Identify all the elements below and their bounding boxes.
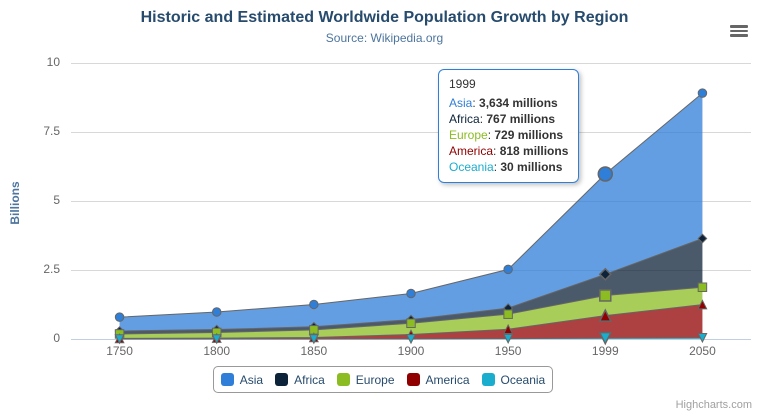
tooltip: 1999 Asia: 3,634 millions Africa: 767 mil… [438,69,580,183]
legend-label: America [425,372,470,387]
markers-asia [114,88,708,322]
point-marker-america[interactable] [503,323,514,335]
point-marker-america[interactable] [697,299,708,310]
hamburger-icon [730,25,748,28]
x-axis-label: 1800 [203,344,231,358]
legend-label: Europe [355,372,395,387]
tooltip-series-value: 818 millions [499,144,569,158]
area-america[interactable] [119,304,703,339]
tooltip-series-value: 767 millions [486,112,556,126]
tooltip-series-name: Africa [449,112,480,126]
tooltip-series-name: Asia [449,96,473,110]
x-axis-label: 2050 [689,344,716,358]
point-marker-asia[interactable] [406,288,416,299]
area-africa[interactable] [119,238,703,334]
tooltip-row: Africa: 767 millions [449,112,556,126]
x-axis-label: 1850 [300,344,328,358]
point-marker-asia[interactable] [697,88,708,98]
legend-item-america[interactable]: America [406,372,470,387]
point-marker-africa[interactable] [697,233,708,244]
x-axis-label: 1950 [494,344,522,358]
point-marker-asia[interactable] [309,299,319,310]
point-marker-oceania[interactable] [114,334,125,345]
legend-swatch [220,373,234,386]
chart-title: Historic and Estimated Worldwide Populat… [140,9,629,26]
legend-swatch [406,373,420,386]
x-axis-label: 1900 [397,344,425,358]
hamburger-icon [730,29,748,33]
legend-label: Oceania [500,372,546,387]
legend-swatch [336,373,350,386]
legend-item-europe[interactable]: Europe [336,372,395,387]
tooltip-row: Asia: 3,634 millions [449,96,558,110]
legend-item-asia[interactable]: Asia [220,372,264,387]
tooltip-series-value: 30 millions [500,160,563,174]
point-marker-oceania[interactable] [211,334,222,345]
point-marker-oceania[interactable] [405,334,417,345]
point-marker-europe[interactable] [503,309,513,319]
area-asia[interactable] [119,93,703,332]
point-marker-asia[interactable] [114,312,125,322]
tooltip-series-value: 3,634 millions [479,96,558,110]
markers-oceania [114,331,708,346]
point-marker-africa[interactable] [598,267,612,281]
tooltip-header: 1999 [449,77,476,91]
tooltip-row: America: 818 millions [449,144,569,158]
y-axis-label: 5 [53,193,60,207]
legend-swatch [481,373,495,386]
legend-item-oceania[interactable]: Oceania [481,372,546,387]
x-axis-label: 1999 [591,344,619,358]
tooltip-series-name: America [449,144,494,158]
x-axis-label: 1750 [106,344,133,358]
y-axis-label: 0 [53,331,60,345]
point-marker-europe[interactable] [697,282,708,292]
tooltip-row: Europe: 729 millions [449,128,564,142]
point-marker-asia[interactable] [211,307,222,317]
legend-label: Asia [239,372,264,387]
y-axis-label: 10 [46,55,60,69]
y-axis-label: 7.5 [43,124,60,138]
credits-link[interactable]: Highcharts.com [675,399,752,411]
point-marker-asia[interactable] [597,166,614,182]
legend-item-africa[interactable]: Africa [275,373,325,387]
legend-swatch [275,373,289,386]
point-marker-oceania[interactable] [308,334,319,345]
hamburger-icon [730,34,748,37]
y-axis-label: 2.5 [43,262,60,276]
tooltip-series-name: Oceania [449,160,494,174]
tooltip-series-value: 729 millions [494,128,564,142]
point-marker-oceania[interactable] [697,332,708,344]
point-marker-oceania[interactable] [503,333,514,345]
point-marker-europe[interactable] [599,289,612,302]
point-marker-asia[interactable] [503,264,513,275]
chart-subtitle: Source: Wikipedia.org [325,31,444,45]
legend: Asia Africa Europe America Oceania [213,366,553,393]
point-marker-europe[interactable] [406,318,416,329]
tooltip-row: Oceania: 30 millions [449,160,563,174]
point-marker-oceania[interactable] [598,331,612,346]
tooltip-series-name: Europe [449,128,488,142]
legend-label: Africa [294,372,325,387]
context-menu-button[interactable] [730,25,748,37]
point-marker-america[interactable] [598,308,612,322]
